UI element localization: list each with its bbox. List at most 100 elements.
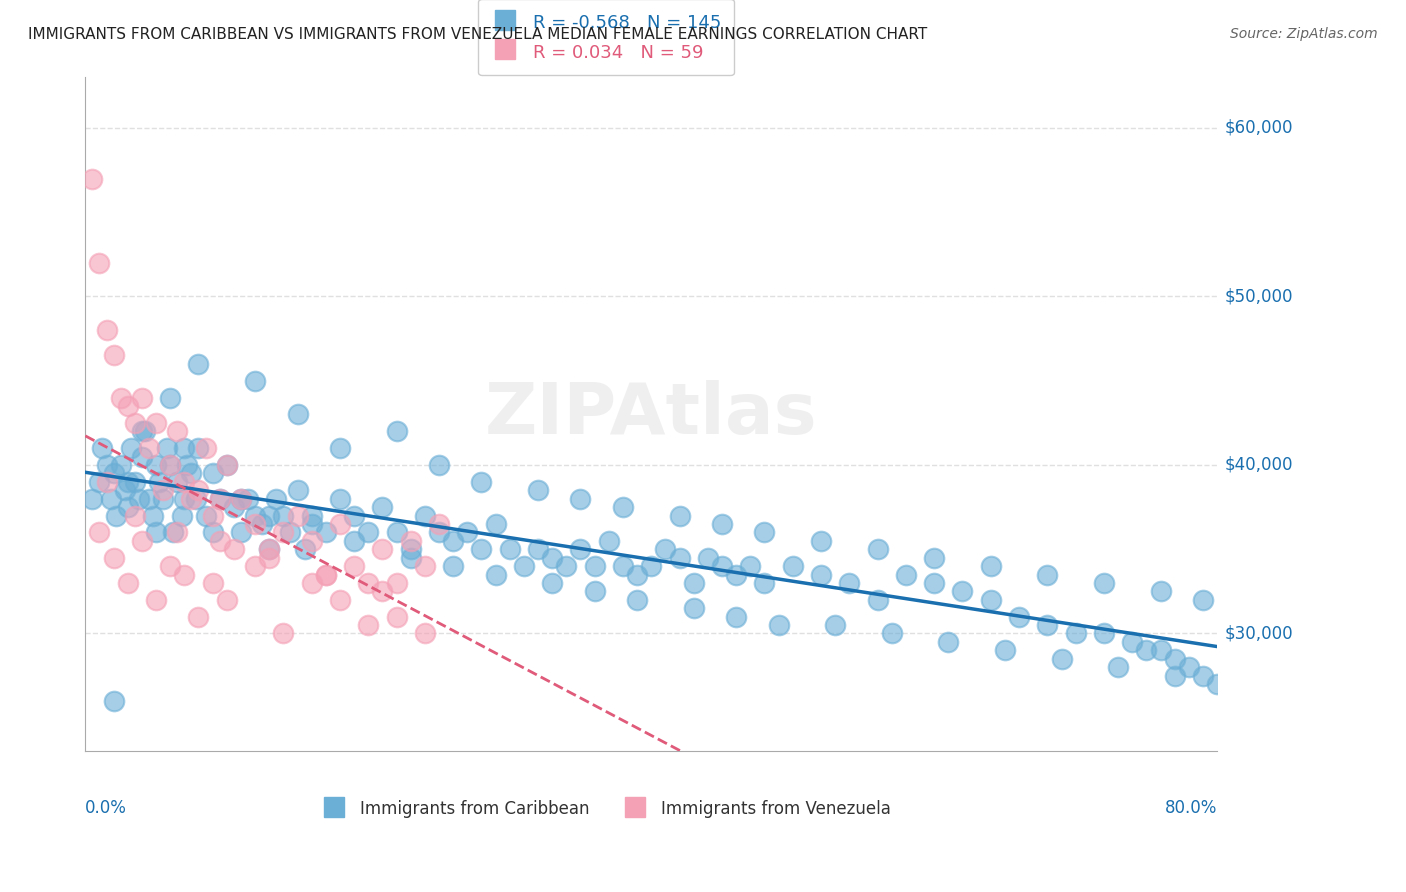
Point [1036,618,1059,632]
Point [1064,626,1087,640]
Point [301,508,323,523]
Point [110,458,132,472]
Text: IMMIGRANTS FROM CARIBBEAN VS IMMIGRANTS FROM VENEZUELA MEDIAN FEMALE EARNINGS CO: IMMIGRANTS FROM CARIBBEAN VS IMMIGRANTS … [28,27,928,42]
Point [527,483,550,498]
Point [329,441,352,455]
Point [682,601,704,615]
Point [385,425,408,439]
Point [124,475,146,489]
Point [138,441,160,455]
Point [162,525,184,540]
Point [315,567,337,582]
Point [117,475,139,489]
Point [152,491,174,506]
Point [470,542,492,557]
Point [740,559,762,574]
Point [184,491,207,506]
Point [215,458,238,472]
Point [413,559,436,574]
Point [229,525,252,540]
Point [980,592,1002,607]
Point [583,584,606,599]
Point [201,508,224,523]
Point [187,609,209,624]
Point [682,576,704,591]
Point [201,467,224,481]
Point [696,550,718,565]
Point [301,576,323,591]
Point [1107,660,1129,674]
Point [427,458,450,472]
Point [148,475,170,489]
Point [114,483,136,498]
Point [527,542,550,557]
Point [1192,592,1215,607]
Point [145,458,167,472]
Point [110,391,132,405]
Point [824,618,846,632]
Point [103,467,125,481]
Point [894,567,917,582]
Point [484,516,506,531]
Point [173,475,195,489]
Point [257,542,280,557]
Point [194,441,217,455]
Point [612,500,634,515]
Point [513,559,536,574]
Point [654,542,676,557]
Point [180,467,202,481]
Point [156,441,179,455]
Point [880,626,903,640]
Point [626,592,648,607]
Point [100,491,122,506]
Point [131,533,153,548]
Point [176,458,198,472]
Point [257,542,280,557]
Point [187,483,209,498]
Point [266,491,288,506]
Text: ZIPAtlas: ZIPAtlas [485,380,817,449]
Point [1163,652,1185,666]
Point [399,533,422,548]
Point [166,475,188,489]
Point [329,491,352,506]
Point [1135,643,1157,657]
Point [103,550,125,565]
Point [810,567,832,582]
Point [208,533,231,548]
Point [555,559,578,574]
Point [994,643,1017,657]
Point [357,618,380,632]
Point [187,441,209,455]
Point [145,592,167,607]
Point [810,533,832,548]
Point [131,450,153,464]
Point [329,592,352,607]
Point [441,559,464,574]
Point [273,508,295,523]
Point [120,441,142,455]
Point [222,542,245,557]
Point [427,516,450,531]
Point [82,491,104,506]
Point [343,533,366,548]
Point [105,508,128,523]
Point [456,525,478,540]
Point [166,525,188,540]
Point [301,516,323,531]
Point [1036,567,1059,582]
Point [138,491,160,506]
Point [170,508,193,523]
Point [315,525,337,540]
Point [1149,643,1171,657]
Point [371,542,394,557]
Point [1192,668,1215,682]
Point [103,349,125,363]
Point [124,416,146,430]
Point [922,576,945,591]
Point [1008,609,1031,624]
Point [499,542,522,557]
Point [541,550,564,565]
Point [243,508,266,523]
Point [91,441,114,455]
